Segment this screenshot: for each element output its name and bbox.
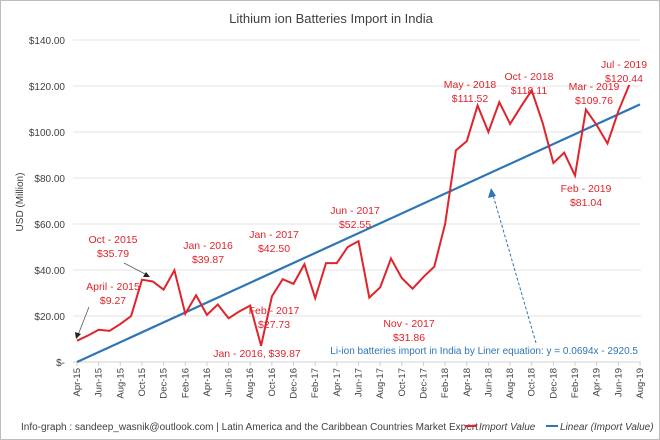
x-tick-label: Aug-16	[245, 368, 256, 399]
footer-credit: Info-graph : sandeep_wasnik@outlook.com …	[21, 422, 478, 433]
arrowhead-icon	[143, 272, 150, 277]
annotation-value: $35.79	[97, 248, 129, 260]
annotation-label: May - 2018	[444, 79, 497, 91]
annotation-value: $52.55	[339, 219, 371, 231]
x-tick-label: Oct-18	[527, 368, 538, 397]
y-tick-label: $60.00	[34, 220, 65, 231]
x-tick-label: Feb-18	[440, 368, 451, 398]
annotation-label: Nov - 2017	[383, 318, 435, 330]
annotation-label: Oct - 2015	[88, 234, 137, 246]
x-tick-label: Apr-16	[202, 368, 213, 397]
annotation-value: $42.50	[258, 243, 290, 255]
annotation-label: Jun - 2017	[330, 205, 380, 217]
annotation-value: $111.52	[452, 93, 489, 105]
x-tick-label: Dec-18	[548, 368, 559, 399]
y-tick-label: $-	[56, 358, 65, 369]
annotation-value: $9.27	[100, 295, 126, 307]
x-tick-label: Oct-16	[267, 368, 278, 397]
annotation-value: $27.73	[258, 319, 290, 331]
annotation-label: Oct - 2018	[504, 71, 553, 83]
trend-series	[76, 103, 641, 364]
annotation-value: $39.87	[192, 254, 224, 266]
x-tick-label: Dec-17	[418, 368, 429, 399]
x-tick-label: Aug-15	[115, 368, 126, 399]
annotation-value: $81.04	[570, 197, 602, 209]
x-tick-label: Jun-15	[94, 368, 105, 397]
y-tick-label: $100.00	[29, 128, 66, 139]
annotation-value: $118.11	[511, 85, 548, 97]
x-tick-label: Oct-17	[397, 368, 408, 397]
x-tick-label: Feb-16	[180, 368, 191, 398]
arrowhead-icon	[488, 188, 496, 198]
x-tick-label: Apr-15	[72, 368, 83, 397]
x-tick-label: Feb-17	[310, 368, 321, 398]
y-tick-label: $40.00	[34, 266, 65, 277]
x-tick-label: Apr-18	[462, 368, 473, 397]
annotation-arrow	[77, 306, 90, 336]
x-tick-label: Aug-19	[635, 368, 646, 399]
annotation-value: $31.86	[393, 332, 425, 344]
x-tick-label: Oct-15	[137, 368, 148, 397]
x-tick-label: Apr-17	[332, 368, 343, 397]
y-axis-label: USD (Million)	[15, 173, 26, 232]
gridlines	[73, 39, 641, 363]
equation-arrow	[492, 194, 537, 344]
y-axis-ticks: $- $20.00 $40.00 $60.00 $80.00 $100.00 $120.00…	[29, 36, 66, 369]
chart-title: Lithium ion Batteries Import in India	[229, 11, 434, 26]
x-tick-label: Jun-19	[613, 368, 624, 397]
annotations: April - 2015 $9.27 Oct - 2015 $35.79 Jan - 2…	[86, 59, 647, 360]
arrowhead-icon	[75, 332, 81, 339]
legend-label-linear: Linear (Import Value)	[560, 422, 654, 433]
annotation-label: Jan - 2017	[249, 229, 299, 241]
annotation-label: Feb - 2017	[249, 305, 300, 317]
annotation-label: Feb - 2019	[561, 183, 612, 195]
x-tick-label: Jun-17	[354, 368, 365, 397]
x-tick-label: Jun-18	[483, 368, 494, 397]
y-tick-label: $20.00	[34, 312, 65, 323]
x-tick-label: Apr-19	[592, 368, 603, 397]
legend-label-import: Import Value	[479, 422, 536, 433]
legend: Import Value Linear (Import Value)	[465, 422, 654, 433]
import-series	[76, 84, 631, 347]
annotation-label: Jul - 2019	[601, 59, 647, 71]
annotation-arrow	[123, 262, 148, 276]
annotation-label: Jan - 2016, $39.87	[213, 348, 301, 360]
x-tick-label: Dec-15	[159, 368, 170, 399]
x-tick-label: Jun-16	[224, 368, 235, 397]
annotation-label: Jan - 2016	[183, 240, 233, 252]
annotation-value: $120.44	[605, 73, 643, 85]
annotation-label: April - 2015	[86, 281, 140, 293]
annotation-value: $109.76	[575, 95, 613, 107]
x-axis-ticks: Apr-15 Jun-15 Aug-15 Oct-15 Dec-15 Feb-16 Apr-…	[72, 362, 646, 399]
x-tick-label: Aug-17	[375, 368, 386, 399]
y-tick-label: $80.00	[34, 174, 65, 185]
import-value-line	[76, 84, 631, 347]
x-tick-label: Feb-19	[570, 368, 581, 398]
y-tick-label: $120.00	[29, 82, 66, 93]
x-tick-label: Aug-18	[505, 368, 516, 399]
annotation-arrows	[75, 188, 537, 344]
x-tick-label: Dec-16	[289, 368, 300, 399]
y-tick-label: $140.00	[29, 36, 66, 47]
trend-line	[76, 103, 641, 364]
equation-note: Li-ion batteries import in India by Line…	[330, 346, 638, 357]
annotation-label: Mar - 2019	[569, 81, 620, 93]
